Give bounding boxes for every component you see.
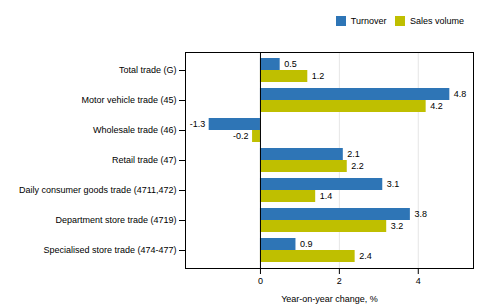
svg-text:1.4: 1.4 (320, 191, 333, 201)
svg-text:0.5: 0.5 (284, 59, 297, 69)
svg-text:2.1: 2.1 (347, 149, 360, 159)
svg-text:1.2: 1.2 (312, 71, 325, 81)
svg-text:Specialised store trade (474-4: Specialised store trade (474-477) (43, 245, 176, 255)
html-text:Turnover: Turnover (350, 15, 387, 26)
svg-text:4.8: 4.8 (454, 89, 467, 99)
svg-text:Department store trade (4719): Department store trade (4719) (55, 215, 176, 225)
svg-text:Wholesale trade (46): Wholesale trade (46) (93, 125, 177, 135)
svg-text:Year-on-year change, %: Year-on-year change, % (281, 293, 378, 303)
svg-text:0.9: 0.9 (300, 239, 313, 249)
svg-text:4.2: 4.2 (430, 101, 443, 111)
svg-text:3.1: 3.1 (387, 179, 400, 189)
svg-text:-0.2: -0.2 (233, 131, 249, 141)
svg-text:2.2: 2.2 (351, 161, 364, 171)
svg-text:Total trade (G): Total trade (G) (119, 65, 177, 75)
svg-text:Retail trade (47): Retail trade (47) (112, 155, 177, 165)
svg-text:Motor vehicle trade (45): Motor vehicle trade (45) (81, 95, 176, 105)
svg-text:Daily consumer goods trade (47: Daily consumer goods trade (4711,472) (19, 185, 176, 195)
svg-text:2.4: 2.4 (359, 251, 372, 261)
svg-text:0: 0 (258, 275, 263, 285)
svg-text:-1.3: -1.3 (190, 119, 206, 129)
svg-text:4: 4 (416, 275, 421, 285)
svg-text:2: 2 (337, 275, 342, 285)
svg-text:3.8: 3.8 (414, 209, 427, 219)
html-text:Sales volume: Sales volume (410, 15, 464, 26)
svg-text:3.2: 3.2 (391, 221, 404, 231)
